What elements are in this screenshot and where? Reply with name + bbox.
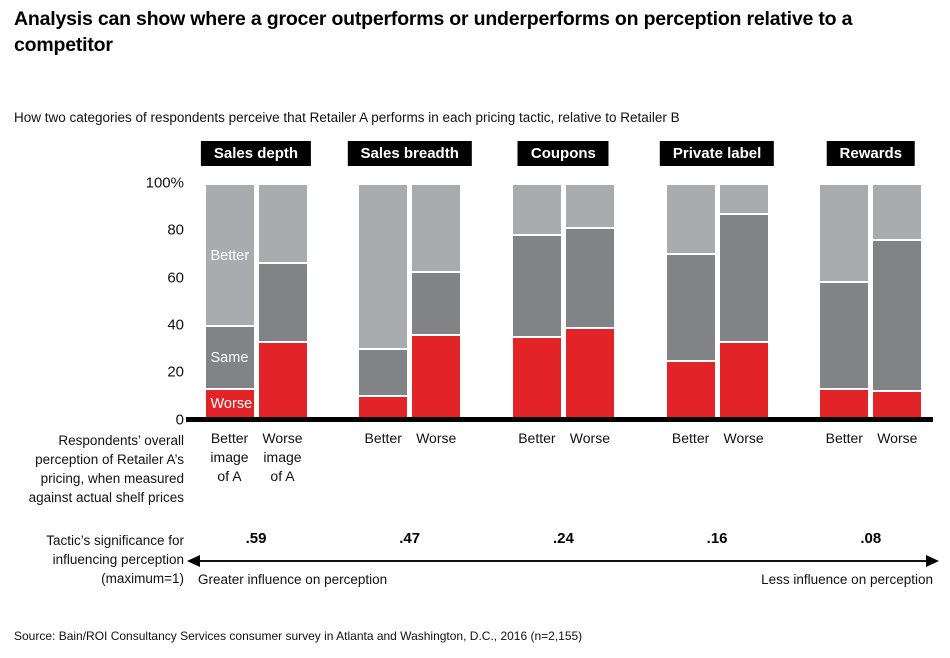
bar-segment-worse: [565, 329, 614, 418]
bar-axis-label: Worse: [877, 430, 918, 446]
y-axis-tick-label: 60: [167, 269, 184, 287]
bar-segment-worse: [666, 361, 715, 418]
bar-segment-worse: [412, 336, 461, 418]
y-axis-tick-label: 40: [167, 316, 184, 334]
stacked-bar: [719, 185, 768, 418]
stacked-bar: [873, 185, 922, 418]
bar-segment-better: [719, 185, 768, 216]
bar-segment-same: [205, 326, 254, 390]
significance-value: .16: [706, 530, 728, 547]
stacked-bar: [258, 185, 307, 418]
y-axis-tick-label: 80: [167, 221, 184, 239]
source-note: Source: Bain/ROI Consultancy Services co…: [14, 629, 583, 643]
arrow-left-icon: [187, 555, 200, 567]
bar-segment-same: [666, 254, 715, 362]
tactic-header-private-label: Private label: [659, 141, 775, 166]
stacked-bar: [205, 185, 254, 418]
bar-segment-better: [512, 185, 561, 237]
x-axis-line: [186, 417, 933, 422]
bar-axis-label: Better: [825, 430, 863, 446]
bar-segment-worse: [205, 389, 254, 418]
bar-segment-same: [873, 240, 922, 392]
bar-segment-same: [820, 282, 869, 390]
significance-value: .08: [860, 530, 882, 547]
stacked-bar: [359, 185, 408, 418]
bar-axis-label: Worse: [416, 430, 457, 446]
bar-segment-same: [719, 215, 768, 344]
stacked-bar: [820, 185, 869, 418]
significance-value: .47: [399, 530, 421, 547]
bar-segment-better: [359, 185, 408, 351]
bar-segment-better: [873, 185, 922, 241]
arrow-right-icon: [926, 555, 939, 567]
bar-segment-same: [412, 273, 461, 337]
bar-segment-worse: [258, 343, 307, 418]
bar-segment-worse: [873, 391, 922, 418]
bar-segment-same: [258, 264, 307, 344]
significance-value: .59: [245, 530, 267, 547]
bar-axis-label: Better image of A: [210, 430, 249, 484]
bar-segment-same: [359, 350, 408, 397]
bar-segment-better: [565, 185, 614, 230]
bar-axis-label: Better: [518, 430, 556, 446]
y-axis-tick-label: 0: [175, 411, 184, 428]
segment-legend-worse: Worse: [210, 395, 253, 412]
stacked-bar: [666, 185, 715, 418]
bar-segment-same: [512, 236, 561, 339]
bar-segment-better: [412, 185, 461, 274]
arrow-label-less-influence: Less influence on perception: [761, 572, 933, 587]
bar-axis-label: Worse: [569, 430, 610, 446]
bar-segment-better: [820, 185, 869, 283]
significance-value: .24: [552, 530, 574, 547]
tactic-header-coupons: Coupons: [517, 141, 609, 166]
bar-axis-label: Better: [364, 430, 402, 446]
respondents-axis-label: Respondents’ overall perception of Retai…: [28, 433, 184, 505]
bar-segment-better: [666, 185, 715, 255]
stacked-bar: [412, 185, 461, 418]
bar-segment-worse: [359, 396, 408, 418]
tactic-significance-axis-label: Tactic’s significance for influencing pe…: [46, 533, 184, 586]
bar-segment-same: [565, 229, 614, 330]
bar-segment-worse: [719, 343, 768, 418]
segment-legend-same: Same: [210, 350, 249, 367]
y-axis-tick-label: 100%: [145, 174, 184, 192]
arrow-label-greater-influence: Greater influence on perception: [198, 572, 388, 587]
tactic-header-rewards: Rewards: [826, 141, 916, 166]
bar-axis-label: Worse image of A: [262, 430, 303, 484]
bar-segment-better: [258, 185, 307, 265]
influence-arrow-line: [198, 560, 928, 562]
tactic-header-sales-breadth: Sales breadth: [347, 141, 472, 166]
bar-segment-better: [205, 185, 254, 327]
segment-legend-better: Better: [210, 247, 250, 264]
bar-segment-worse: [512, 338, 561, 418]
chart-subtitle: How two categories of respondents percei…: [14, 110, 680, 125]
bar-segment-worse: [820, 389, 869, 418]
page-title: Analysis can show where a grocer outperf…: [14, 8, 853, 56]
y-axis-tick-label: 20: [167, 363, 184, 381]
bar-axis-label: Better: [671, 430, 710, 446]
stacked-bar: [512, 185, 561, 418]
bar-axis-label: Worse: [723, 430, 764, 446]
tactic-header-sales-depth: Sales depth: [200, 141, 312, 166]
stacked-bar: [565, 185, 614, 418]
